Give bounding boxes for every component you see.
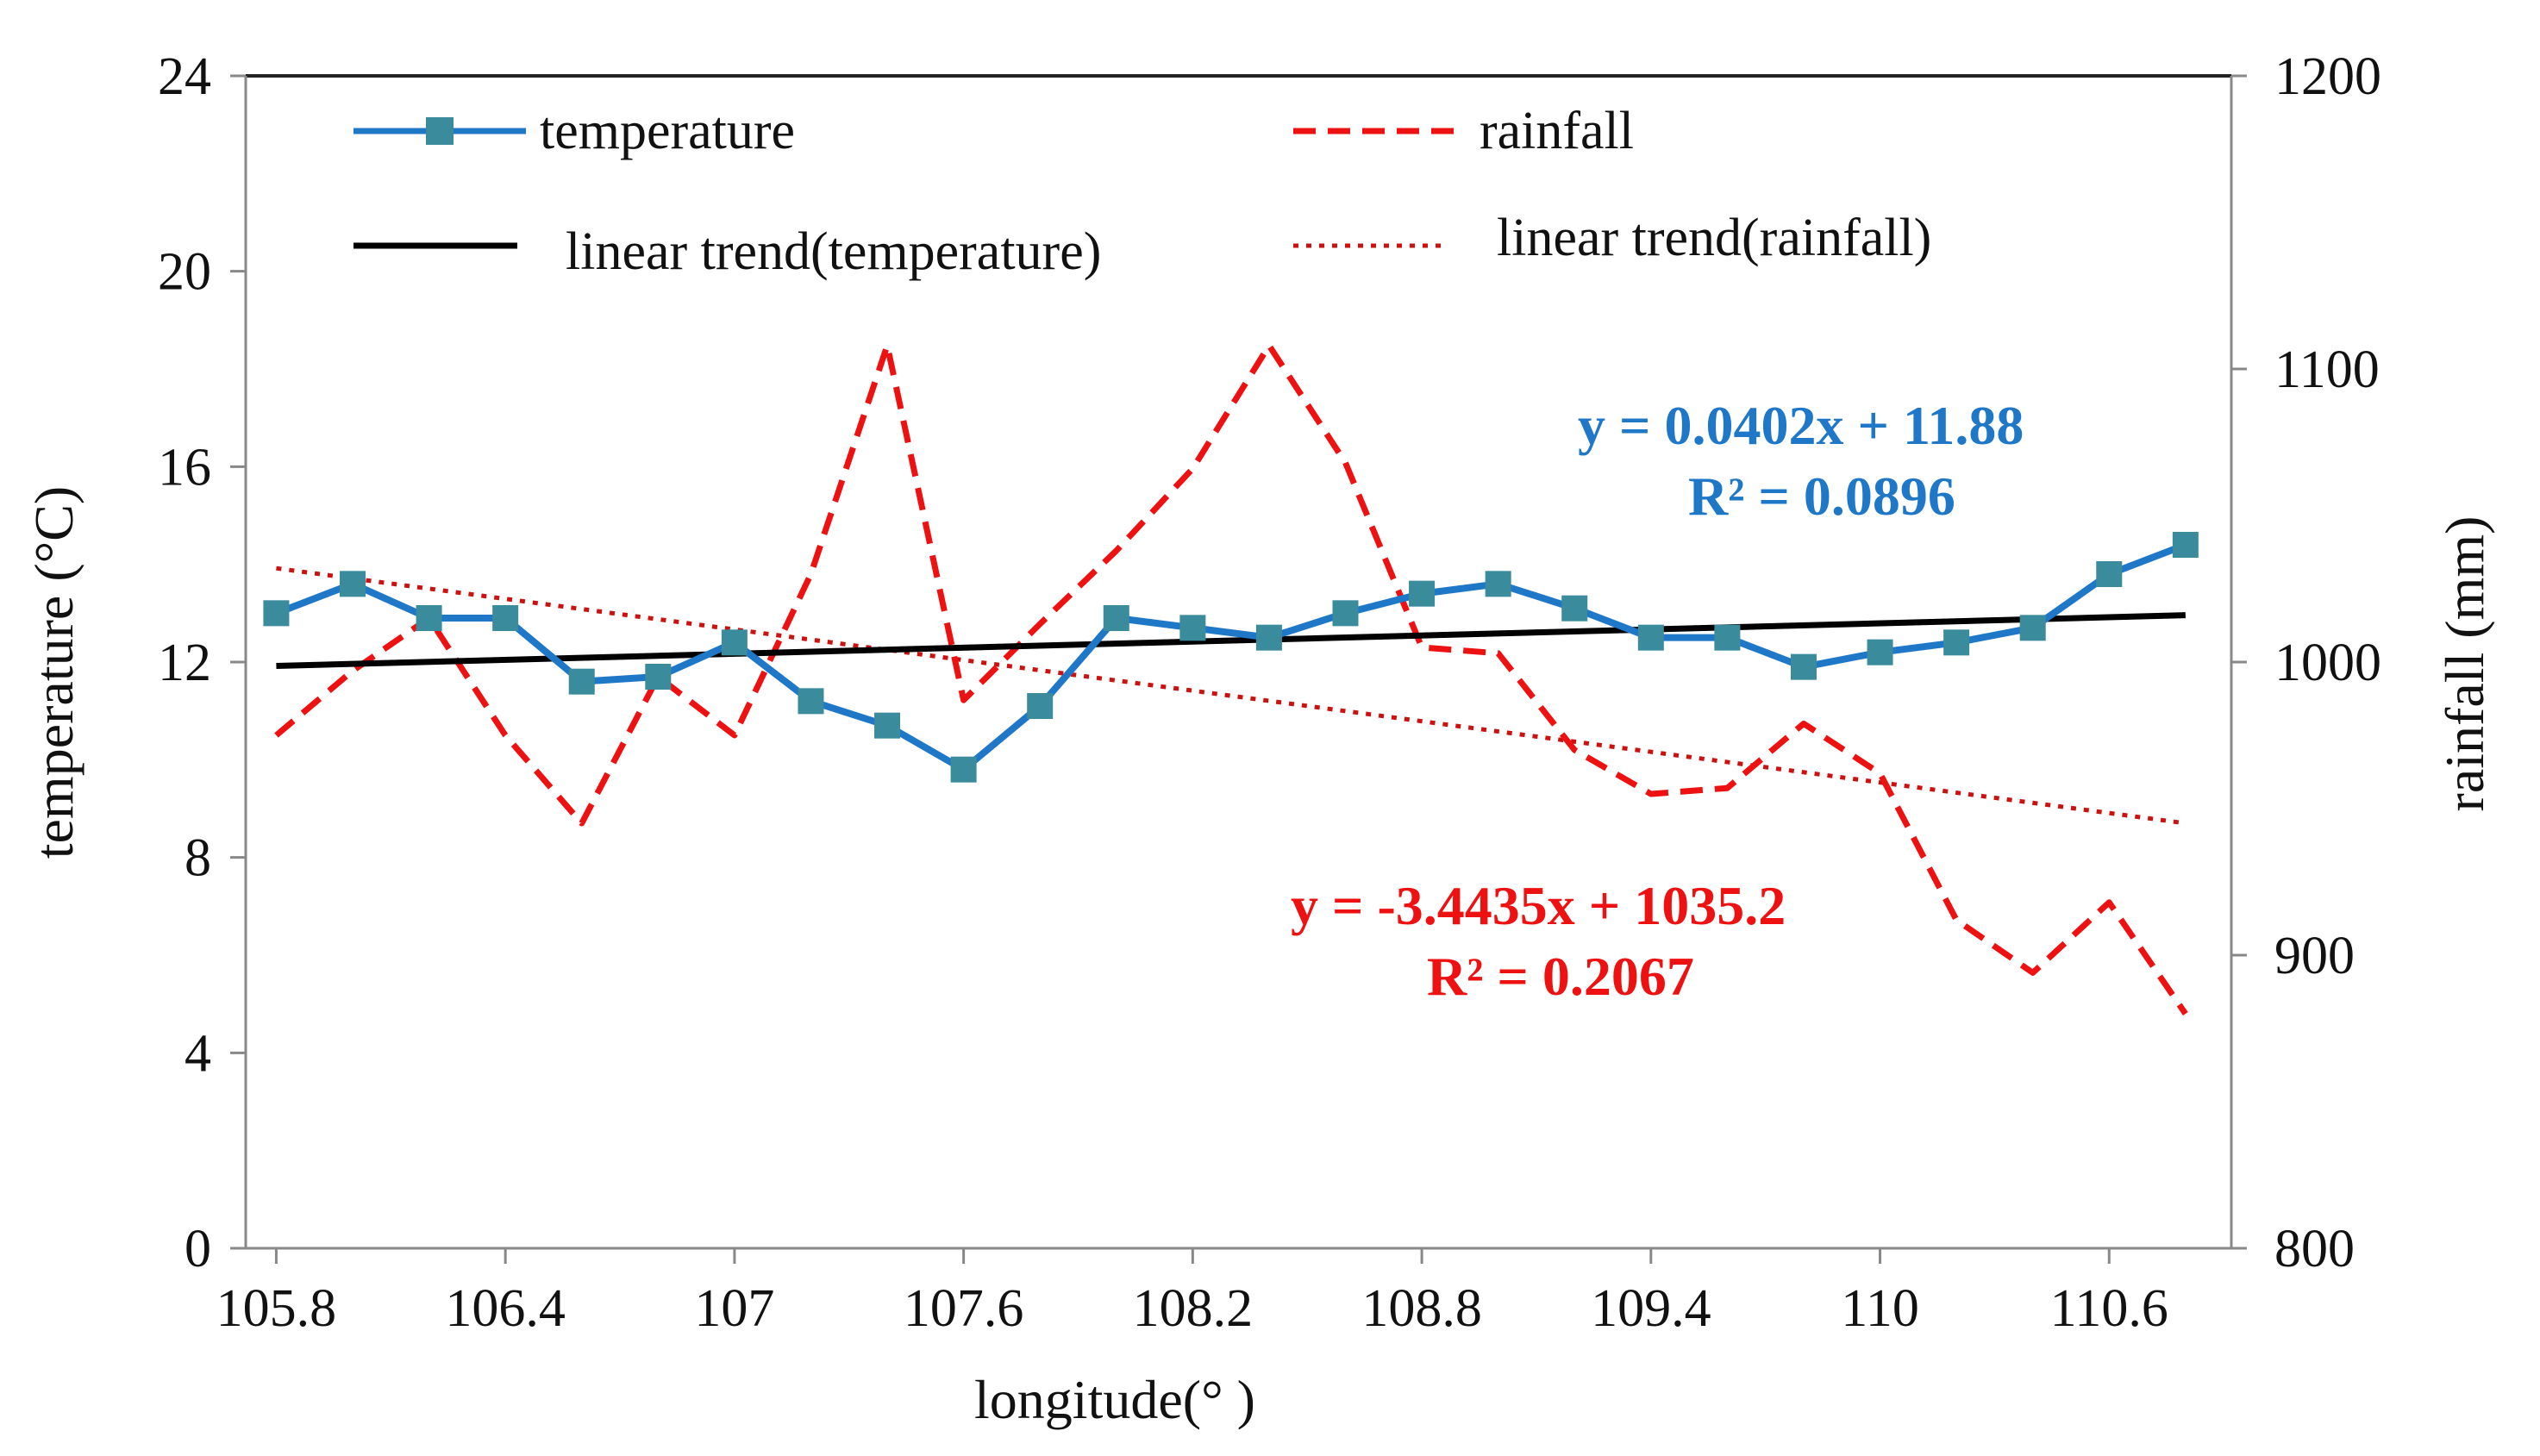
x-tick-label: 110	[1841, 1279, 1919, 1338]
x-tick-label: 109.4	[1591, 1279, 1711, 1338]
temperature-point	[1179, 615, 1206, 641]
left-y-tick-label: 4	[185, 1024, 211, 1083]
temperature-point	[1103, 605, 1129, 631]
x-tick-label: 106.4	[445, 1279, 566, 1338]
temperature-point	[1485, 571, 1511, 597]
legend-temperature-marker	[426, 117, 454, 145]
x-tick-label: 110.6	[2050, 1279, 2168, 1338]
right-y-tick-label: 1100	[2274, 341, 2380, 399]
left-y-tick-label: 16	[158, 438, 211, 497]
temperature-point	[1332, 600, 1359, 627]
temperature-trend-line	[276, 612, 2186, 670]
left-y-tick-label: 24	[158, 47, 211, 106]
temperature-point	[416, 605, 442, 631]
left-y-tick-label: 20	[158, 243, 211, 302]
temperature-point	[2172, 532, 2199, 558]
left-y-tick-label: 8	[185, 829, 211, 888]
temperature-point	[1637, 624, 1664, 651]
rainfall-series-line	[274, 342, 2188, 1015]
legend-rainfall-label: rainfall	[1480, 102, 1634, 160]
series-layer	[263, 342, 2199, 1015]
rainfall-r-squared: R² = 0.2067	[1427, 946, 1694, 1007]
temperature-point	[645, 664, 672, 690]
left-y-axis-ticks: 0 4 8 12 16 20 24	[158, 47, 246, 1278]
temperature-point	[721, 629, 748, 656]
x-tick-label: 107.6	[904, 1279, 1024, 1338]
temperature-point	[2096, 561, 2123, 587]
right-y-tick-label: 800	[2274, 1220, 2355, 1278]
right-y-axis-title: rainfall (mm)	[2434, 516, 2495, 812]
right-y-tick-label: 900	[2274, 927, 2355, 985]
rainfall-trend-line	[276, 566, 2187, 826]
temperature-point	[263, 600, 290, 627]
temperature-point	[1943, 629, 1970, 656]
temperature-point	[568, 668, 595, 695]
legend-temperature-label: temperature	[540, 102, 795, 160]
right-y-tick-label: 1000	[2274, 634, 2381, 692]
right-y-tick-label: 1200	[2274, 47, 2381, 106]
left-y-axis-title: temperature (°C)	[23, 486, 84, 859]
temperature-point	[1409, 580, 1436, 607]
temperature-point	[1027, 693, 1054, 719]
temperature-point	[1714, 624, 1741, 651]
temperature-point	[492, 605, 519, 631]
left-y-tick-label: 12	[158, 634, 211, 692]
temperature-point	[1867, 639, 1893, 666]
rainfall-equation: y = -3.4435x + 1035.2	[1291, 875, 1786, 936]
temperature-equation: y = 0.0402x + 11.88	[1578, 395, 2024, 456]
x-tick-label: 108.8	[1361, 1279, 1482, 1338]
temperature-r-squared: R² = 0.0896	[1688, 466, 1955, 527]
left-y-tick-label: 0	[185, 1220, 211, 1278]
right-y-axis-ticks: 800 900 1000 1100 1200	[2231, 47, 2381, 1278]
temperature-point	[950, 756, 977, 783]
x-tick-label: 108.2	[1133, 1279, 1254, 1338]
temperature-point	[1561, 595, 1588, 622]
legend-rain-trend-label: linear trend(rainfall)	[1497, 209, 1931, 267]
temperature-point	[340, 571, 366, 597]
x-tick-label: 105.8	[216, 1279, 337, 1338]
temperature-point	[2019, 615, 2046, 641]
temperature-point	[798, 688, 824, 715]
temperature-point	[1790, 653, 1817, 680]
x-axis-ticks: 105.8 106.4 107 107.6 108.2 108.8 109.4 110 110.…	[216, 1248, 2168, 1338]
x-tick-label: 107	[694, 1279, 774, 1338]
temperature-point	[1255, 624, 1282, 651]
legend: temperature rainfall linear trend(temper…	[353, 102, 1931, 281]
legend-temp-trend-label: linear trend(temperature)	[566, 222, 1101, 281]
x-axis-title: longitude(° )	[974, 1369, 1255, 1430]
temperature-point	[874, 712, 901, 739]
